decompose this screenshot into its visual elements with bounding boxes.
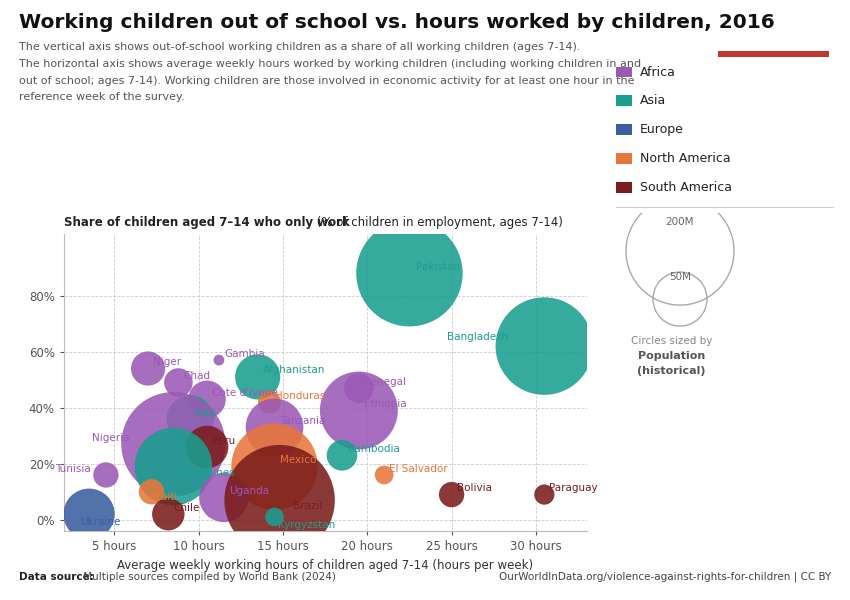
Point	[162, 509, 175, 519]
Text: out of school; ages 7-14). Working children are those involved in economic activ: out of school; ages 7-14). Working child…	[19, 76, 634, 86]
Text: Share of children aged 7–14 who only work: Share of children aged 7–14 who only wor…	[64, 216, 349, 229]
Text: Cote d'Ivoire: Cote d'Ivoire	[212, 388, 278, 398]
Text: Afghanistan: Afghanistan	[263, 365, 325, 376]
Point	[251, 372, 264, 382]
Text: Peru: Peru	[212, 436, 235, 446]
Point	[673, 294, 687, 304]
Text: Brazil: Brazil	[293, 502, 322, 511]
Text: Mexico: Mexico	[280, 455, 316, 465]
Point	[217, 493, 230, 502]
Text: The vertical axis shows out-of-school working children as a share of all working: The vertical axis shows out-of-school wo…	[19, 42, 581, 52]
X-axis label: Average weekly working hours of children aged 7-14 (hours per week): Average weekly working hours of children…	[117, 559, 533, 572]
Text: Niger: Niger	[153, 357, 181, 367]
Text: 200M: 200M	[666, 217, 694, 227]
Bar	[718, 51, 829, 57]
Text: Ukraine: Ukraine	[81, 517, 121, 527]
Text: OurWorldInData.org/violence-against-rights-for-children | CC BY: OurWorldInData.org/violence-against-righ…	[499, 571, 831, 582]
Text: Uganda: Uganda	[229, 486, 269, 496]
Text: Bangladesh: Bangladesh	[446, 332, 507, 342]
Text: Multiple sources compiled by World Bank (2024): Multiple sources compiled by World Bank …	[80, 572, 336, 582]
Text: Philippines: Philippines	[178, 468, 235, 478]
Text: Tunisia: Tunisia	[55, 464, 91, 473]
Point	[403, 268, 416, 278]
Text: Working children out of school vs. hours worked by children, 2016: Working children out of school vs. hours…	[19, 13, 774, 32]
Text: Gambia: Gambia	[224, 349, 264, 359]
Point	[263, 397, 276, 407]
Text: Nigeria: Nigeria	[93, 433, 130, 443]
Point	[184, 414, 197, 424]
Point	[352, 406, 366, 415]
Point	[352, 383, 366, 393]
Point	[144, 487, 158, 497]
Point	[268, 512, 281, 522]
Text: 50M: 50M	[669, 272, 691, 282]
Text: Asia: Asia	[640, 94, 666, 107]
Text: The horizontal axis shows average weekly hours worked by working children (inclu: The horizontal axis shows average weekly…	[19, 59, 641, 69]
Text: Cambodia: Cambodia	[347, 444, 399, 454]
Text: Our World: Our World	[740, 19, 807, 32]
Point	[172, 378, 185, 388]
Point	[167, 439, 180, 449]
Point	[141, 364, 155, 373]
Point	[377, 470, 391, 480]
Point	[335, 451, 348, 460]
Text: (historical): (historical)	[638, 367, 706, 376]
Point	[537, 490, 551, 499]
Point	[201, 442, 214, 452]
Point	[268, 462, 281, 472]
Text: Honduras: Honduras	[275, 391, 325, 401]
Text: (% of children in employment, ages 7-14): (% of children in employment, ages 7-14)	[313, 216, 563, 229]
Text: Circles sized by: Circles sized by	[631, 337, 712, 346]
Text: Iraq: Iraq	[196, 407, 216, 418]
Point	[273, 496, 286, 505]
Point	[99, 470, 113, 480]
Point	[167, 462, 180, 472]
Text: Haiti: Haiti	[153, 493, 178, 502]
Text: Tanzania: Tanzania	[280, 416, 325, 426]
Text: Kyrgyzstan: Kyrgyzstan	[278, 520, 335, 530]
Point	[201, 395, 214, 404]
Point	[537, 341, 551, 351]
Text: Pakistan: Pakistan	[416, 262, 460, 272]
Text: Chile: Chile	[173, 503, 200, 513]
Text: Data source:: Data source:	[19, 572, 94, 582]
Point	[673, 246, 687, 256]
Text: Bolivia: Bolivia	[456, 483, 491, 493]
Text: South America: South America	[640, 181, 732, 194]
Text: El Salvador: El Salvador	[389, 464, 448, 473]
Point	[445, 490, 458, 499]
Text: Paraguay: Paraguay	[549, 483, 598, 493]
Text: Chad: Chad	[184, 371, 211, 381]
Text: Ethiopia: Ethiopia	[364, 399, 406, 409]
Point	[268, 422, 281, 432]
Point	[82, 509, 96, 519]
Text: reference week of the survey.: reference week of the survey.	[19, 92, 184, 103]
Text: in Data: in Data	[750, 34, 797, 47]
Text: North America: North America	[640, 152, 731, 165]
Text: Europe: Europe	[640, 123, 684, 136]
Text: Africa: Africa	[640, 65, 676, 79]
Text: Senegal: Senegal	[364, 377, 406, 387]
Text: Population: Population	[638, 352, 706, 361]
Point	[212, 355, 226, 365]
